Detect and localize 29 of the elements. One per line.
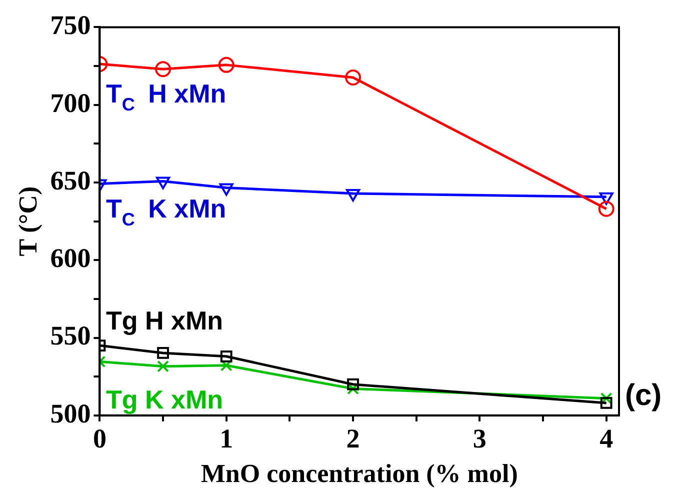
point	[599, 192, 614, 205]
y-tick-label: 500	[50, 398, 91, 428]
text: (c)	[625, 379, 662, 412]
x-axis-title: MnO concentration (% mol)	[200, 459, 518, 488]
point	[220, 350, 232, 362]
point	[600, 397, 612, 409]
x-tick-label: 1	[220, 424, 234, 454]
point	[220, 359, 232, 372]
y-tick-label: 700	[50, 88, 91, 118]
point	[155, 61, 172, 78]
x-tick-label: 3	[472, 424, 486, 454]
y-tick-label: 600	[50, 243, 91, 274]
x-tick-label: 4	[600, 424, 614, 454]
point	[157, 360, 169, 372]
point	[600, 392, 612, 404]
annotation: Tg H xMn	[106, 305, 224, 336]
point	[598, 200, 614, 217]
point	[345, 70, 362, 86]
x-tick-label: 2	[346, 424, 360, 454]
point	[347, 378, 359, 390]
point	[347, 382, 359, 395]
point	[157, 347, 169, 359]
point	[218, 56, 234, 73]
y-tick-label: 750	[50, 10, 91, 40]
x-tick-label: 0	[92, 424, 106, 454]
y-axis-title: T (°C)	[13, 186, 42, 256]
y-tick-label: 550	[50, 320, 91, 351]
y-tick-label: 650	[50, 165, 91, 196]
annotation: Tg K xMn	[106, 384, 224, 415]
